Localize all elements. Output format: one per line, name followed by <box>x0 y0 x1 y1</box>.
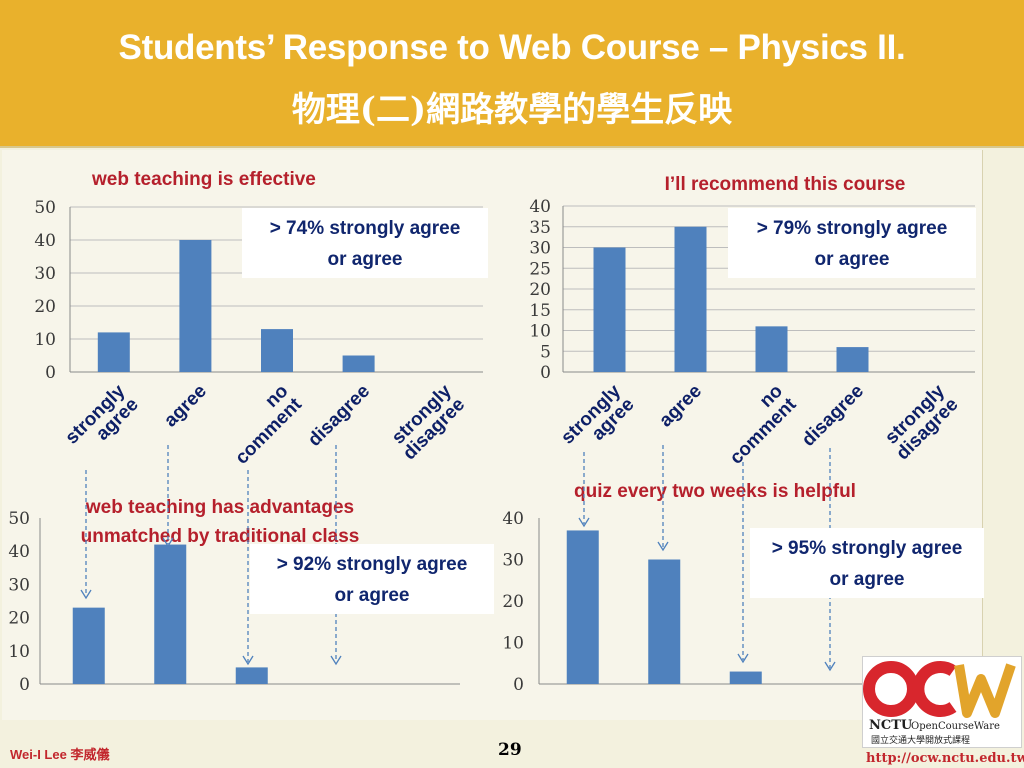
y-tick-label: 40 <box>502 509 524 529</box>
callout-3-line1: > 92% strongly agree <box>276 554 468 575</box>
y-tick-label: 0 <box>540 363 551 383</box>
chart-title: quiz every two weeks is helpful <box>574 481 856 502</box>
category-label: disagree <box>304 381 374 451</box>
arrow-head-icon <box>657 541 669 552</box>
bar <box>648 559 681 684</box>
chart-title: web teaching is effective <box>91 169 316 190</box>
slide-subtitle-chinese: 物理(二)網路教學的學生反映 <box>291 90 733 130</box>
y-tick-label: 50 <box>34 198 56 218</box>
y-tick-label: 30 <box>34 264 56 284</box>
y-tick-label: 10 <box>34 330 56 350</box>
bar <box>235 667 268 684</box>
y-tick-label: 10 <box>502 634 524 654</box>
slide-title: Students’ Response to Web Course – Physi… <box>118 28 906 67</box>
category-label-line: agree <box>655 381 706 432</box>
category-label: agree <box>655 381 706 432</box>
callout-1-line2: or agree <box>327 249 403 270</box>
bar <box>674 226 707 372</box>
chart-3: 0 10 20 30 40 50 web teaching has advantages un… <box>8 497 460 695</box>
bar <box>755 326 788 372</box>
ocw-logo-sub: OpenCourseWare <box>911 721 1000 732</box>
bar <box>72 607 105 684</box>
footer-author: Wei-I Lee 李威儀 <box>10 747 110 762</box>
bar <box>836 347 869 372</box>
y-tick-label: 50 <box>8 509 30 529</box>
y-tick-label: 30 <box>529 239 551 259</box>
bar <box>154 544 187 684</box>
footer-url[interactable]: http://ocw.nctu.edu.tw <box>866 751 1024 766</box>
category-label: agree <box>160 381 211 432</box>
y-tick-label: 5 <box>540 342 551 362</box>
category-label: stronglydisagree <box>879 380 963 464</box>
bar <box>729 671 762 684</box>
ocw-logo[interactable]: NCTU OpenCourseWare 國立交通大學開放式課程 <box>862 656 1022 748</box>
right-divider <box>982 150 983 720</box>
arrow-head-icon <box>737 653 749 664</box>
category-label: stronglyagree <box>61 380 143 462</box>
y-tick-label: 20 <box>529 280 551 300</box>
y-tick-label: 25 <box>529 259 551 279</box>
y-tick-label: 0 <box>45 363 56 383</box>
y-tick-label: 0 <box>19 675 30 695</box>
arrow-head-icon <box>824 661 836 672</box>
y-tick-label: 10 <box>8 642 30 662</box>
bar <box>342 355 375 372</box>
y-tick-label: 15 <box>529 301 551 321</box>
arrow-head-icon <box>578 517 590 528</box>
bar <box>261 329 293 372</box>
y-tick-label: 0 <box>513 675 524 695</box>
bar <box>593 247 626 372</box>
y-tick-label: 30 <box>8 575 30 595</box>
ocw-logo-chinese: 國立交通大學開放式課程 <box>871 734 970 746</box>
ocw-logo-brand: NCTU <box>869 718 913 733</box>
callout-2-line2: or agree <box>814 249 890 270</box>
callout-1-line1: > 74% strongly agree <box>269 218 461 239</box>
chart-title: I’ll recommend this course <box>665 174 906 195</box>
chart-title: web teaching has advantages <box>85 497 354 518</box>
category-label: stronglyagree <box>557 380 639 462</box>
ocw-logo-mark: NCTU OpenCourseWare 國立交通大學開放式課程 <box>863 661 1016 746</box>
callout-box-2: > 79% strongly agree or agree <box>728 208 976 278</box>
y-tick-label: 30 <box>502 551 524 571</box>
y-tick-label: 20 <box>502 592 524 612</box>
y-tick-label: 20 <box>34 297 56 317</box>
category-label: nocomment <box>218 380 306 468</box>
category-label: stronglydisagree <box>386 380 470 464</box>
callout-4-line1: > 95% strongly agree <box>771 538 963 559</box>
y-tick-label: 20 <box>8 609 30 629</box>
arrow-head-icon <box>330 655 342 666</box>
chart-title: unmatched by traditional class <box>81 526 360 547</box>
arrow-head-icon <box>162 537 174 548</box>
category-label-line: agree <box>160 381 211 432</box>
y-tick-label: 35 <box>529 218 551 238</box>
category-label: disagree <box>798 381 868 451</box>
category-label-line: disagree <box>304 381 374 451</box>
callout-3-line2: or agree <box>334 585 410 606</box>
y-tick-label: 40 <box>529 197 551 217</box>
arrow-head-icon <box>80 589 92 600</box>
callout-box-1: > 74% strongly agree or agree <box>242 208 488 278</box>
callout-4-line2: or agree <box>829 569 905 590</box>
y-tick-label: 10 <box>529 322 551 342</box>
callout-2-line1: > 79% strongly agree <box>756 218 948 239</box>
y-tick-label: 40 <box>34 231 56 251</box>
callout-box-4: > 95% strongly agree or agree <box>750 528 984 598</box>
y-tick-label: 40 <box>8 542 30 562</box>
bar <box>97 332 130 372</box>
category-label: nocomment <box>712 380 800 468</box>
bar <box>179 240 212 372</box>
chart-4: 0 10 20 30 40 quiz every two weeks is helpful <box>502 481 870 695</box>
arrow-head-icon <box>242 655 254 666</box>
callout-box-3: > 92% strongly agree or agree <box>250 544 494 614</box>
slide-header: Students’ Response to Web Course – Physi… <box>0 0 1024 148</box>
category-label-line: disagree <box>798 381 868 451</box>
bar <box>566 530 599 684</box>
page-number: 29 <box>498 740 522 760</box>
